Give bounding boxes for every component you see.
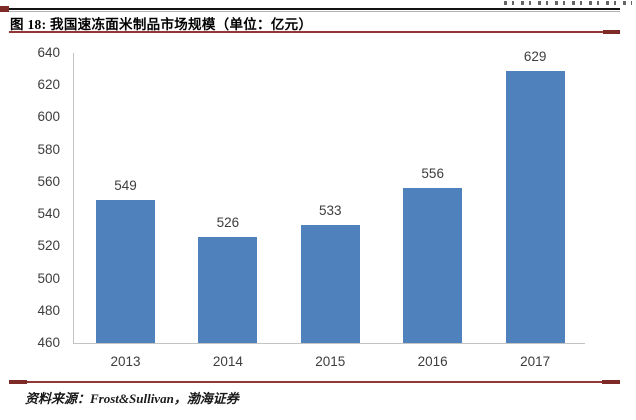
footer-rule-left-cap <box>9 380 27 384</box>
source-note: 资料来源：Frost&Sullivan，渤海证券 <box>25 391 239 406</box>
clipped-header-text-fragment <box>504 1 632 5</box>
title-underline-right-cap <box>603 30 620 34</box>
bar-value-label: 526 <box>216 214 240 230</box>
footer-rule-right-cap <box>602 380 620 384</box>
y-tick-label: 520 <box>37 238 60 254</box>
bar-2017 <box>505 70 565 343</box>
figure-title: 图 18: 我国速冻面米制品市场规模（单位：亿元） <box>10 17 313 32</box>
bar-value-label: 533 <box>319 203 342 219</box>
y-tick-label: 500 <box>37 270 60 286</box>
bar-2015 <box>300 225 360 343</box>
x-tick-label: 2016 <box>417 354 448 369</box>
x-tick-label: 2015 <box>315 354 346 369</box>
y-tick-label: 580 <box>37 141 60 157</box>
x-tick-label: 2014 <box>212 354 243 369</box>
bar-2016 <box>403 188 463 343</box>
y-tick-label: 640 <box>37 45 60 60</box>
title-underline-rule <box>9 31 620 33</box>
x-tick-label: 2013 <box>110 354 141 369</box>
y-tick-label: 480 <box>37 302 60 318</box>
y-tick-label: 540 <box>37 206 60 222</box>
y-tick-label: 560 <box>37 173 60 189</box>
bar-chart: 640 620 600 580 560 540 520 500 480 460 549 2013 52… <box>0 45 636 375</box>
y-tick-label: 460 <box>37 335 60 350</box>
x-tick-label: 2017 <box>520 354 551 369</box>
y-tick-label: 600 <box>37 109 60 125</box>
bar-value-label: 556 <box>421 166 444 182</box>
header-rule <box>0 8 620 10</box>
y-tick-label: 620 <box>37 77 60 93</box>
header-rule-shadow <box>0 11 620 12</box>
plot-area: 549 2013 526 2014 533 2015 556 2016 629 2017 <box>73 49 585 369</box>
footer-rule <box>9 381 620 383</box>
header-rule-left-cap <box>0 6 9 12</box>
bar-2013 <box>96 199 155 343</box>
bar-2014 <box>198 236 258 343</box>
bar-value-label: 549 <box>114 177 137 193</box>
bar-value-label: 629 <box>523 48 547 64</box>
